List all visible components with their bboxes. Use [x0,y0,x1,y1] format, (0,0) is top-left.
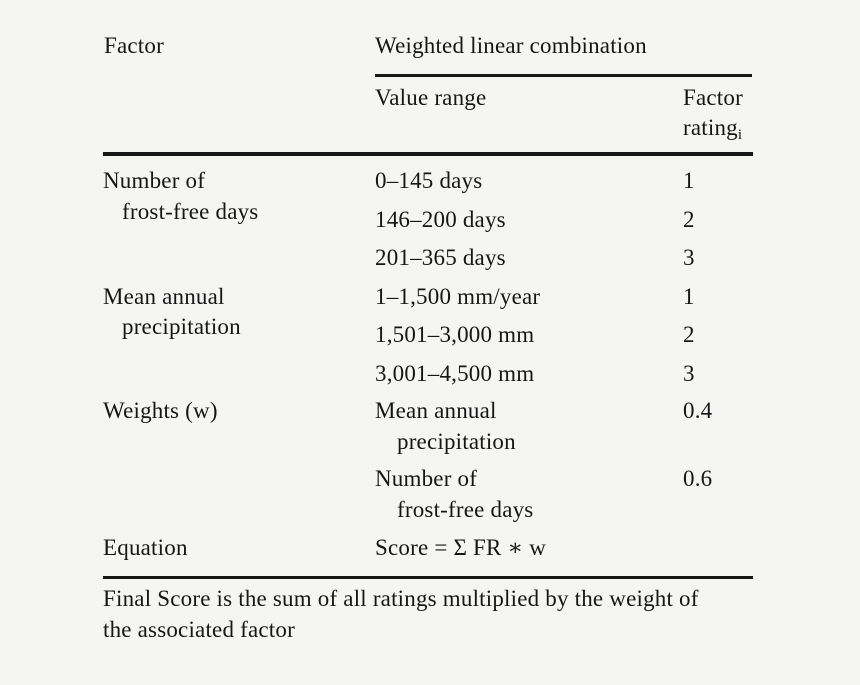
row-group-equation: Equation Score = Σ FR ∗ w [103,529,753,568]
value-cell: 201–365 days [375,245,506,270]
rating-cell: 3 [683,360,695,386]
value-cell: 146–200 days [375,206,506,232]
value-cell: Mean annual precipitation [375,392,683,460]
factor-cell: Equation [103,529,375,568]
table-footnote: Final Score is the sum of all ratings mu… [103,584,699,645]
value-line2: precipitation [397,428,516,454]
row-group-frost-free-days: Number of frost-free days 0–145 days 146… [103,162,753,278]
value-cell: Number of frost-free days [375,460,683,528]
rating-column: 0.4 0.6 [683,392,753,528]
rating-cell: 0.6 [683,466,713,491]
column-header-factor-rating: Factor ratingi [683,83,743,143]
footnote-line1: Final Score is the sum of all ratings mu… [103,586,699,611]
factor-label-line1: Weights (w) [103,398,218,423]
column-header-combination: Weighted linear combination [375,33,647,58]
footnote-line2: the associated factor [103,616,295,642]
rating-column: 1 2 3 [683,278,753,394]
factor-label-line1: Number of [103,168,206,193]
rating-cell [683,529,753,568]
rating-cell: 1 [683,283,695,309]
value-cell: 1–1,500 mm/year [375,283,541,309]
factor-label-line1: Mean annual [103,283,225,309]
factor-cell: Weights (w) [103,392,375,528]
factor-label-line2: precipitation [122,314,241,339]
value-range-column: Mean annual precipitation Number of fros… [375,392,683,528]
factor-rating-label-line1: Factor [683,85,743,110]
factor-cell: Number of frost-free days [103,162,375,278]
value-cell: 1,501–3,000 mm [375,322,535,347]
value-line2: frost-free days [397,496,534,522]
value-cell: 3,001–4,500 mm [375,360,535,386]
value-cell: 0–145 days [375,168,483,193]
column-header-value-range: Value range [375,85,487,110]
column-header-factor: Factor [104,33,164,58]
equation-cell: Score = Σ FR ∗ w [375,534,547,560]
rating-cell: 0.4 [683,398,713,423]
factor-cell: Mean annual precipitation [103,278,375,394]
rating-column [683,529,753,568]
rating-cell: 2 [683,206,695,232]
rating-subscript-i: i [737,127,743,143]
table-head-rule [103,152,753,156]
value-range-column: 1–1,500 mm/year 1,501–3,000 mm 3,001–4,5… [375,278,683,394]
rating-cell: 3 [683,245,695,270]
rating-cell: 1 [683,168,695,193]
factor-label-line1: Equation [103,534,188,560]
rating-cell: 2 [683,322,695,347]
factor-label-line2: frost-free days [122,198,259,224]
value-range-column: Score = Σ FR ∗ w [375,529,683,568]
row-group-weights: Weights (w) Mean annual precipitation Nu… [103,392,753,528]
factor-rating-label-line2: rating [683,115,738,140]
rating-column: 1 2 3 [683,162,753,278]
rule-under-combination [375,74,752,77]
value-range-column: 0–145 days 146–200 days 201–365 days [375,162,683,278]
value-line1: Mean annual [375,398,497,423]
value-line1: Number of [375,466,478,491]
table-bottom-rule [103,576,753,579]
row-group-precipitation: Mean annual precipitation 1–1,500 mm/yea… [103,278,753,394]
